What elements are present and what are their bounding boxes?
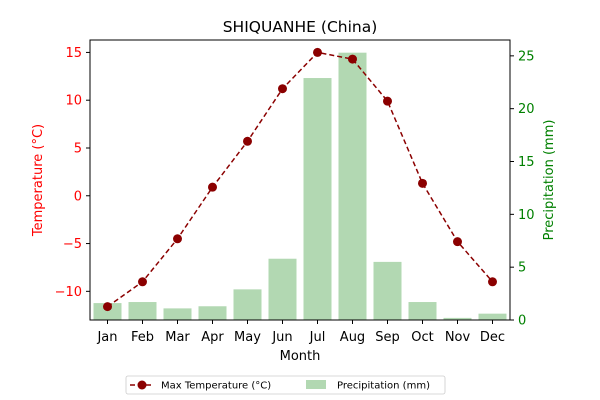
legend-temperature-marker <box>137 380 147 390</box>
right-axis-title: Precipitation (mm) <box>542 120 557 241</box>
legend: Max Temperature (°C) Precipitation (mm) <box>125 375 446 395</box>
x-axis-tick-label: Mar <box>165 330 190 345</box>
plot-frame <box>89 39 511 321</box>
x-axis-tick-label: Apr <box>201 330 224 345</box>
temperature-point <box>383 96 392 106</box>
temperature-point <box>278 84 287 94</box>
right-axis-tick-label: 20 <box>518 102 535 117</box>
temperature-point <box>103 302 112 312</box>
right-axis: 0 5 10 15 20 25 <box>510 49 535 329</box>
left-axis-tick-label: 15 <box>65 46 82 61</box>
left-axis-tick-label: 10 <box>65 94 82 109</box>
x-axis-tick-label: Oct <box>411 330 433 345</box>
temperature-point <box>313 47 322 57</box>
right-axis-tick-label: 25 <box>518 49 535 64</box>
x-axis-tick-label: Dec <box>480 330 505 345</box>
legend-frame <box>125 375 446 395</box>
legend-precipitation-label: Precipitation (mm) <box>337 381 430 392</box>
x-axis: Jan Feb Mar Apr May Jun Jul Aug Sep Oct Nov Dec <box>96 320 505 345</box>
left-axis-tick-label: 5 <box>74 141 82 156</box>
precipitation-bar <box>443 317 472 320</box>
x-axis-tick-label: Nov <box>445 330 471 345</box>
precipitation-bar <box>233 289 262 320</box>
chart-title: SHIQUANHE (China) <box>223 18 378 36</box>
left-axis-tick-label: −5 <box>63 237 82 252</box>
precipitation-bar <box>93 303 122 320</box>
legend-precipitation-swatch <box>306 380 326 389</box>
precipitation-bar <box>268 258 297 320</box>
x-axis-tick-label: Aug <box>340 330 365 345</box>
temperature-point <box>208 182 217 192</box>
x-axis-title: Month <box>280 349 321 364</box>
x-axis-tick-label: Jun <box>271 330 292 345</box>
precipitation-bar <box>198 306 227 320</box>
left-axis: −10 −5 0 5 10 15 <box>55 46 90 300</box>
line-layer <box>103 47 497 312</box>
precipitation-bar <box>128 302 157 320</box>
bars-layer <box>93 52 507 321</box>
precipitation-bar <box>408 302 437 320</box>
precipitation-bar <box>303 78 332 320</box>
x-axis-tick-label: Jan <box>96 330 117 345</box>
precipitation-bar <box>373 261 402 320</box>
precipitation-bar <box>478 313 507 320</box>
temperature-point <box>138 277 147 287</box>
right-axis-tick-label: 0 <box>518 314 526 329</box>
temperature-point <box>418 178 427 188</box>
left-axis-tick-label: −10 <box>55 285 82 300</box>
temperature-line <box>107 51 494 308</box>
x-axis-tick-label: Jul <box>309 330 326 345</box>
left-axis-tick-label: 0 <box>74 189 82 204</box>
x-axis-tick-label: Feb <box>131 330 154 345</box>
temperature-point <box>488 277 497 287</box>
temperature-point <box>453 237 462 247</box>
precipitation-bar <box>163 308 192 320</box>
x-axis-tick-label: Sep <box>375 330 400 345</box>
legend-temperature-label: Max Temperature (°C) <box>161 381 271 392</box>
left-axis-title: Temperature (°C) <box>31 124 46 237</box>
x-axis-tick-label: May <box>234 330 261 345</box>
precipitation-bar <box>338 52 367 321</box>
right-axis-tick-label: 10 <box>518 208 535 223</box>
right-axis-tick-label: 15 <box>518 155 535 170</box>
right-axis-tick-label: 5 <box>518 261 526 276</box>
temperature-point <box>348 54 357 64</box>
temperature-point <box>173 234 182 244</box>
temperature-point <box>243 136 252 146</box>
